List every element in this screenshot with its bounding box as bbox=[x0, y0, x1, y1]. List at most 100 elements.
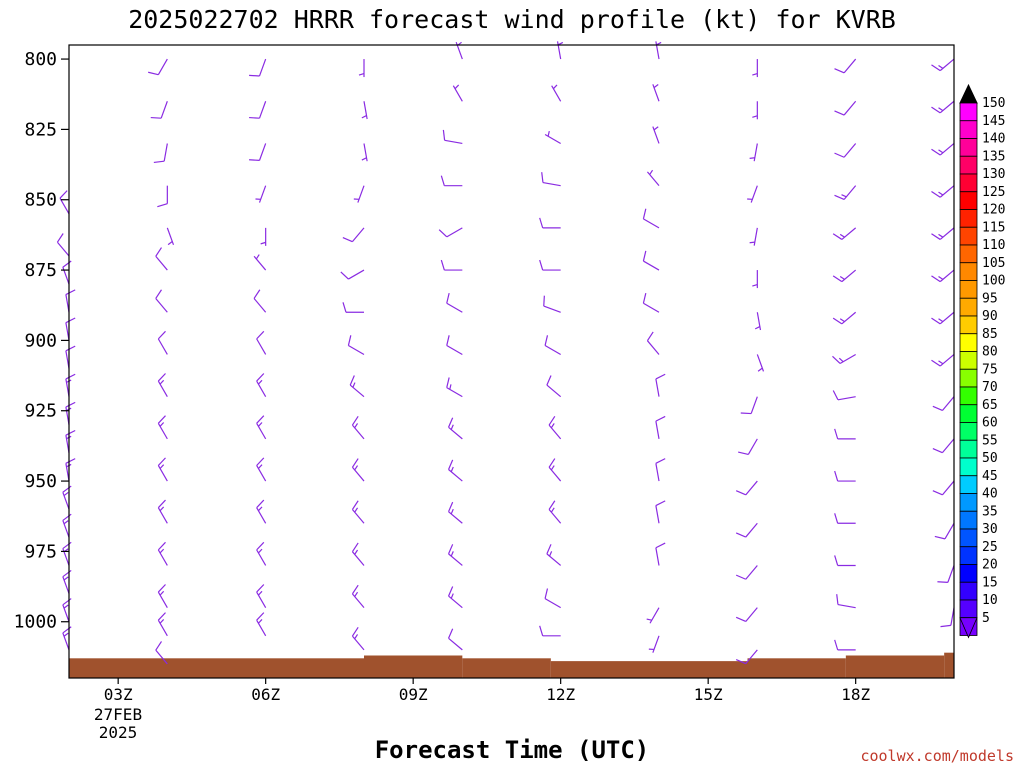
wind-barb bbox=[655, 458, 666, 482]
wind-barb bbox=[157, 584, 168, 608]
colorbar-label-25: 25 bbox=[982, 540, 998, 555]
wind-barb bbox=[740, 396, 758, 415]
terrain-segment-6 bbox=[944, 652, 954, 678]
wind-barb bbox=[253, 289, 267, 313]
colorbar-label-5: 5 bbox=[982, 611, 990, 626]
wind-barb bbox=[931, 58, 955, 72]
wind-barb bbox=[544, 130, 561, 144]
wind-barb bbox=[940, 607, 955, 628]
wind-barb bbox=[834, 470, 856, 482]
wind-barb bbox=[539, 625, 561, 637]
y-tick-label-900: 900 bbox=[24, 330, 57, 351]
wind-barb bbox=[934, 522, 955, 540]
wind-barb bbox=[446, 335, 463, 355]
colorbar-label-15: 15 bbox=[982, 575, 998, 590]
colorbar-label-50: 50 bbox=[982, 451, 998, 466]
colorbar-label-95: 95 bbox=[982, 291, 998, 306]
wind-barb bbox=[735, 522, 758, 538]
wind-barb bbox=[738, 438, 758, 456]
colorbar-label-60: 60 bbox=[982, 416, 998, 431]
colorbar-bottom-arrow bbox=[959, 617, 978, 639]
wind-barb bbox=[155, 289, 168, 313]
wind-barb bbox=[351, 584, 365, 609]
colorbar-cell-20 bbox=[959, 564, 978, 583]
wind-barb bbox=[157, 330, 168, 355]
wind-barb bbox=[932, 438, 955, 454]
x-axis-label: Forecast Time (UTC) bbox=[375, 736, 650, 764]
colorbar-label-20: 20 bbox=[982, 558, 998, 573]
wind-barb bbox=[752, 101, 758, 120]
wind-barb bbox=[256, 541, 267, 566]
wind-barb bbox=[931, 100, 955, 114]
wind-barb bbox=[447, 544, 463, 566]
colorbar-cell-45 bbox=[959, 475, 978, 494]
colorbar-label-55: 55 bbox=[982, 433, 998, 448]
wind-barb bbox=[256, 499, 267, 524]
colorbar-cell-30 bbox=[959, 528, 978, 548]
wind-barb bbox=[931, 185, 955, 198]
wind-barb bbox=[447, 586, 463, 609]
wind-barb bbox=[544, 335, 561, 355]
wind-barb bbox=[551, 84, 562, 102]
wind-barb bbox=[655, 415, 666, 439]
wind-barb bbox=[548, 500, 562, 524]
wind-barb bbox=[752, 59, 758, 78]
wind-barb bbox=[153, 143, 168, 164]
wind-barb bbox=[749, 227, 758, 246]
wind-barb bbox=[642, 292, 660, 313]
wind-barb bbox=[157, 499, 168, 524]
wind-barb bbox=[832, 269, 857, 283]
wind-barb bbox=[447, 417, 463, 440]
wind-barb bbox=[446, 292, 463, 313]
wind-barb bbox=[62, 541, 72, 566]
wind-barb bbox=[157, 185, 168, 208]
wind-barb bbox=[249, 101, 267, 119]
y-tick-label-850: 850 bbox=[24, 190, 57, 211]
wind-barb bbox=[646, 331, 660, 355]
wind-barb bbox=[546, 544, 562, 566]
colorbar-cell-95 bbox=[959, 297, 978, 317]
colorbar-cell-105 bbox=[959, 262, 978, 281]
wind-barb bbox=[256, 457, 267, 482]
wind-barb bbox=[62, 513, 72, 538]
colorbar-cell-15 bbox=[959, 581, 978, 601]
wind-barb bbox=[735, 480, 758, 496]
wind-barb bbox=[62, 485, 72, 510]
wind-barb bbox=[347, 335, 365, 355]
wind-barb bbox=[157, 373, 168, 397]
colorbar-cell-100 bbox=[959, 280, 978, 299]
colorbar-cell-25 bbox=[959, 546, 978, 565]
colorbar-label-130: 130 bbox=[982, 167, 1005, 182]
wind-barb bbox=[256, 415, 267, 440]
colorbar-cell-145 bbox=[959, 120, 978, 139]
colorbar-label-10: 10 bbox=[982, 593, 998, 608]
terrain-segment-0 bbox=[69, 658, 364, 678]
wind-barb bbox=[832, 353, 856, 364]
colorbar-label-80: 80 bbox=[982, 345, 998, 360]
colorbar-label-120: 120 bbox=[982, 203, 1005, 218]
x-axis: 03Z 06Z 09Z 12Z 15Z 18Z bbox=[104, 678, 870, 704]
y-tick-label-875: 875 bbox=[24, 260, 57, 281]
wind-barb bbox=[548, 458, 562, 482]
terrain-segment-1 bbox=[364, 655, 463, 678]
colorbar-cell-130 bbox=[959, 173, 978, 193]
colorbar-top-arrow bbox=[959, 83, 978, 104]
credit-link[interactable]: coolwx.com/models bbox=[860, 747, 1014, 765]
x-tick-label-09Z: 09Z bbox=[399, 685, 428, 704]
colorbar-cell-35 bbox=[959, 510, 978, 530]
wind-barb bbox=[440, 259, 463, 271]
wind-barb bbox=[655, 542, 666, 566]
wind-barb bbox=[832, 227, 857, 240]
wind-barb bbox=[65, 317, 76, 341]
wind-barb bbox=[937, 565, 955, 583]
wind-barb bbox=[62, 598, 72, 622]
colorbar: 1501451401351301251201151101051009590858… bbox=[959, 83, 1005, 639]
colorbar-label-40: 40 bbox=[982, 487, 998, 502]
wind-barb bbox=[541, 172, 561, 187]
wind-barb bbox=[351, 627, 365, 651]
y-tick-label-925: 925 bbox=[24, 401, 57, 422]
wind-barb bbox=[253, 254, 267, 271]
colorbar-cell-85 bbox=[959, 333, 978, 352]
wind-barb bbox=[349, 375, 365, 398]
